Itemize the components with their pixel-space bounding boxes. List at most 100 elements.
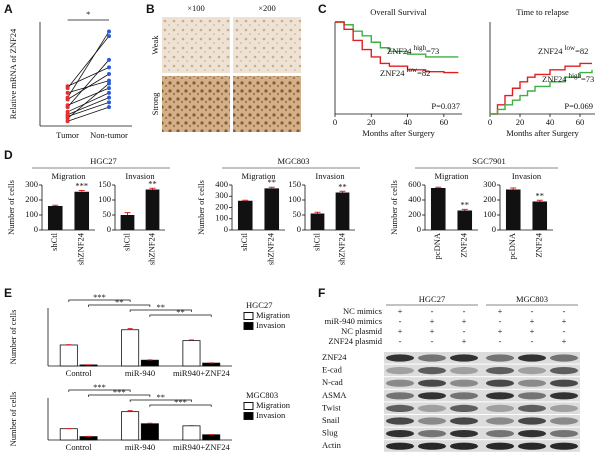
annotation-suffix: =73 <box>581 74 594 84</box>
annotation: ZNF24 low=82 <box>538 44 588 56</box>
bar <box>430 188 446 230</box>
x-tick-label: Non-tumor <box>90 130 128 140</box>
blot-band <box>450 417 478 425</box>
y-tick-label: 100 <box>288 194 301 204</box>
legend-label: Migration <box>256 400 291 410</box>
significance: ** <box>461 199 470 209</box>
x-tick-label: shCtl <box>49 232 59 251</box>
blot-strip <box>384 402 580 414</box>
legend-label: Invasion <box>256 410 286 420</box>
bar <box>182 425 201 441</box>
blot-band <box>518 354 546 362</box>
point <box>107 29 111 34</box>
blot-band <box>386 392 414 400</box>
blot-band <box>550 417 578 425</box>
bar <box>505 189 521 230</box>
condition-sign: - <box>563 306 566 316</box>
condition-sign: - <box>531 336 534 346</box>
annotation-text: ZNF24 <box>380 68 405 78</box>
pair-line <box>67 83 110 119</box>
group-title: MGC803 <box>277 156 309 166</box>
bar <box>145 189 160 230</box>
chart-title: Invasion <box>512 171 542 181</box>
blot-band <box>450 442 478 450</box>
x-tick-label: 60 <box>440 117 449 127</box>
protein-label: ZNF24 <box>322 352 347 362</box>
protein-label: Twist <box>322 402 341 412</box>
significance: ** <box>268 177 277 187</box>
point <box>107 105 111 110</box>
error-bar <box>242 199 249 201</box>
bar <box>140 423 159 441</box>
blot-band <box>418 354 446 362</box>
blot-band <box>486 442 514 450</box>
point <box>107 57 111 62</box>
annotation-text: ZNF24 <box>542 74 567 84</box>
error-bar <box>435 186 442 188</box>
blot-band <box>450 392 478 400</box>
magnification: ×100 <box>187 3 205 13</box>
x-tick-label: shZNF24 <box>146 232 156 265</box>
annotation-sup: low <box>407 66 418 74</box>
x-tick-label: miR-940 <box>125 368 155 378</box>
point <box>107 100 111 105</box>
blot-band <box>550 392 578 400</box>
panel-label: B <box>146 2 155 16</box>
cell-line: MGC803 <box>516 294 548 304</box>
pair-line <box>67 92 110 113</box>
condition-sign: - <box>399 316 402 326</box>
y-tick-label: 200 <box>483 194 496 204</box>
condition-sign: + <box>530 316 535 326</box>
y-tick-label: 0 <box>34 224 38 234</box>
image-weak-200 <box>233 17 301 73</box>
legend-swatch <box>243 322 254 330</box>
annotation-suffix: =73 <box>426 46 439 56</box>
point <box>65 119 70 124</box>
point <box>65 90 70 95</box>
blot-band <box>518 379 546 387</box>
blot-band <box>518 417 546 425</box>
point <box>107 72 111 76</box>
x-tick-label: shCtl <box>311 232 321 251</box>
point <box>65 86 70 91</box>
y-tick-label: 0 <box>492 224 496 234</box>
blot-band <box>418 430 446 438</box>
blot-band <box>386 442 414 450</box>
y-tick-label: 100 <box>25 209 38 219</box>
x-tick-label: miR940+ZNF24 <box>173 442 230 452</box>
blot-band <box>418 417 446 425</box>
annotation-suffix: =82 <box>575 46 588 56</box>
condition-label: NC plasmid <box>341 326 383 336</box>
blot-band <box>386 417 414 425</box>
bar <box>310 213 325 230</box>
y-tick-label: 0 <box>297 224 301 234</box>
blot-band <box>450 367 478 375</box>
y-tick-label: 300 <box>25 179 38 189</box>
significance-bracket <box>149 404 212 407</box>
x-tick-label: shCtl <box>121 232 131 251</box>
protein-label: ASMA <box>322 390 347 400</box>
condition-label: miR-940 mimics <box>325 316 382 326</box>
point <box>65 97 70 102</box>
significance-bracket <box>149 314 212 317</box>
annotation-sup: high <box>569 72 582 80</box>
panel-label: C <box>318 2 327 16</box>
x-tick-label: Control <box>66 368 93 378</box>
y-tick-label: 400 <box>215 179 228 189</box>
significance: ** <box>148 178 157 188</box>
chart-title: Migration <box>52 171 87 181</box>
blot-band <box>518 442 546 450</box>
x-tick-label: miR940+ZNF24 <box>173 368 230 378</box>
point <box>65 105 70 110</box>
x-tick-label: 0 <box>488 117 492 127</box>
blot-band <box>450 354 478 362</box>
y-tick-label: 200 <box>25 194 38 204</box>
significance: *** <box>113 387 126 397</box>
y-tick-label: 400 <box>408 194 421 204</box>
condition-sign: + <box>530 326 535 336</box>
x-axis-label: Months after Surgery <box>362 128 435 138</box>
condition-sign: + <box>462 336 467 346</box>
blot-strip <box>384 427 580 440</box>
annotation-sup: high <box>414 44 427 52</box>
pair-line <box>67 31 110 98</box>
